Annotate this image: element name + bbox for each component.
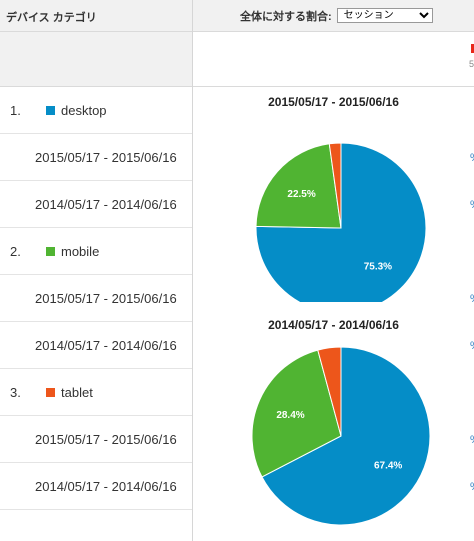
legend-color-marker xyxy=(471,44,474,53)
table-row-date-range: 2015/05/17 - 2015/06/16 xyxy=(0,416,192,463)
row-edge-icon: % xyxy=(470,152,474,164)
device-label-mobile[interactable]: mobile xyxy=(61,243,100,259)
pie-chart-panel: 全体に対する割合: セッション 5 2015/05/17 - 2015/06/1… xyxy=(193,0,474,541)
pie-slice-desktop[interactable] xyxy=(261,346,431,526)
row-edge-icon: % xyxy=(470,199,474,211)
row-number: 1. xyxy=(10,102,21,118)
legend-value-fragment: 5 xyxy=(468,59,474,69)
dimension-table: デバイス カテゴリ 1. desktop 2015/05/17 - 2015/0… xyxy=(0,0,193,541)
pie-chart-title-2015: 2015/05/17 - 2015/06/16 xyxy=(268,95,399,109)
date-range-label: 2015/05/17 - 2015/06/16 xyxy=(35,290,177,306)
date-range-label: 2014/05/17 - 2014/06/16 xyxy=(35,337,177,353)
pie-data-label-mobile: 22.5% xyxy=(287,189,315,200)
table-row-date-range: 2015/05/17 - 2015/06/16 xyxy=(0,134,192,181)
pie-chart-2015: 75.3% 22.5% xyxy=(255,142,427,302)
table-row-tablet: 3. tablet xyxy=(0,369,192,416)
pie-chart-2014: 67.4% 28.4% xyxy=(251,346,431,526)
row-number: 2. xyxy=(10,243,21,259)
table-row-mobile: 2. mobile xyxy=(0,228,192,275)
pie-slice-tablet[interactable] xyxy=(317,346,342,437)
date-range-label: 2015/05/17 - 2015/06/16 xyxy=(35,149,177,165)
desktop-color-swatch xyxy=(46,105,55,115)
date-range-label: 2014/05/17 - 2014/06/16 xyxy=(35,478,177,494)
table-row-date-range: 2015/05/17 - 2015/06/16 xyxy=(0,275,192,322)
device-label-desktop[interactable]: desktop xyxy=(61,102,107,118)
row-edge-icon: % xyxy=(470,481,474,493)
column-header-device-category[interactable]: デバイス カテゴリ xyxy=(0,0,192,32)
pie-data-label-desktop: 67.4% xyxy=(374,461,402,472)
percent-of-total-label: 全体に対する割合: xyxy=(240,10,332,23)
date-range-label: 2015/05/17 - 2015/06/16 xyxy=(35,431,177,447)
pie-slice-tablet[interactable] xyxy=(328,142,342,229)
chart-header: 全体に対する割合: セッション xyxy=(193,0,474,32)
pie-data-label-mobile: 28.4% xyxy=(276,410,304,421)
row-edge-icon: % xyxy=(470,293,474,305)
table-row-date-range: 2014/05/17 - 2014/06/16 xyxy=(0,463,192,510)
table-subheader xyxy=(0,32,192,87)
table-row-date-range: 2014/05/17 - 2014/06/16 xyxy=(0,181,192,228)
row-number: 3. xyxy=(10,384,21,400)
chart-subheader: 5 xyxy=(193,32,474,87)
pie-slice-mobile[interactable] xyxy=(255,143,342,229)
tablet-color-swatch xyxy=(46,387,55,397)
device-label-tablet[interactable]: tablet xyxy=(61,384,93,400)
pie-slice-mobile[interactable] xyxy=(251,349,342,478)
mobile-color-swatch xyxy=(46,246,55,256)
row-edge-icon: % xyxy=(470,434,474,446)
metric-select[interactable]: セッション xyxy=(336,8,433,23)
pie-slice-desktop[interactable] xyxy=(255,142,427,302)
row-edge-icon: % xyxy=(470,340,474,352)
pie-data-label-desktop: 75.3% xyxy=(364,262,392,273)
pie-chart-title-2014: 2014/05/17 - 2014/06/16 xyxy=(268,318,399,332)
table-row-date-range: 2014/05/17 - 2014/06/16 xyxy=(0,322,192,369)
table-row-desktop: 1. desktop xyxy=(0,87,192,134)
date-range-label: 2014/05/17 - 2014/06/16 xyxy=(35,196,177,212)
